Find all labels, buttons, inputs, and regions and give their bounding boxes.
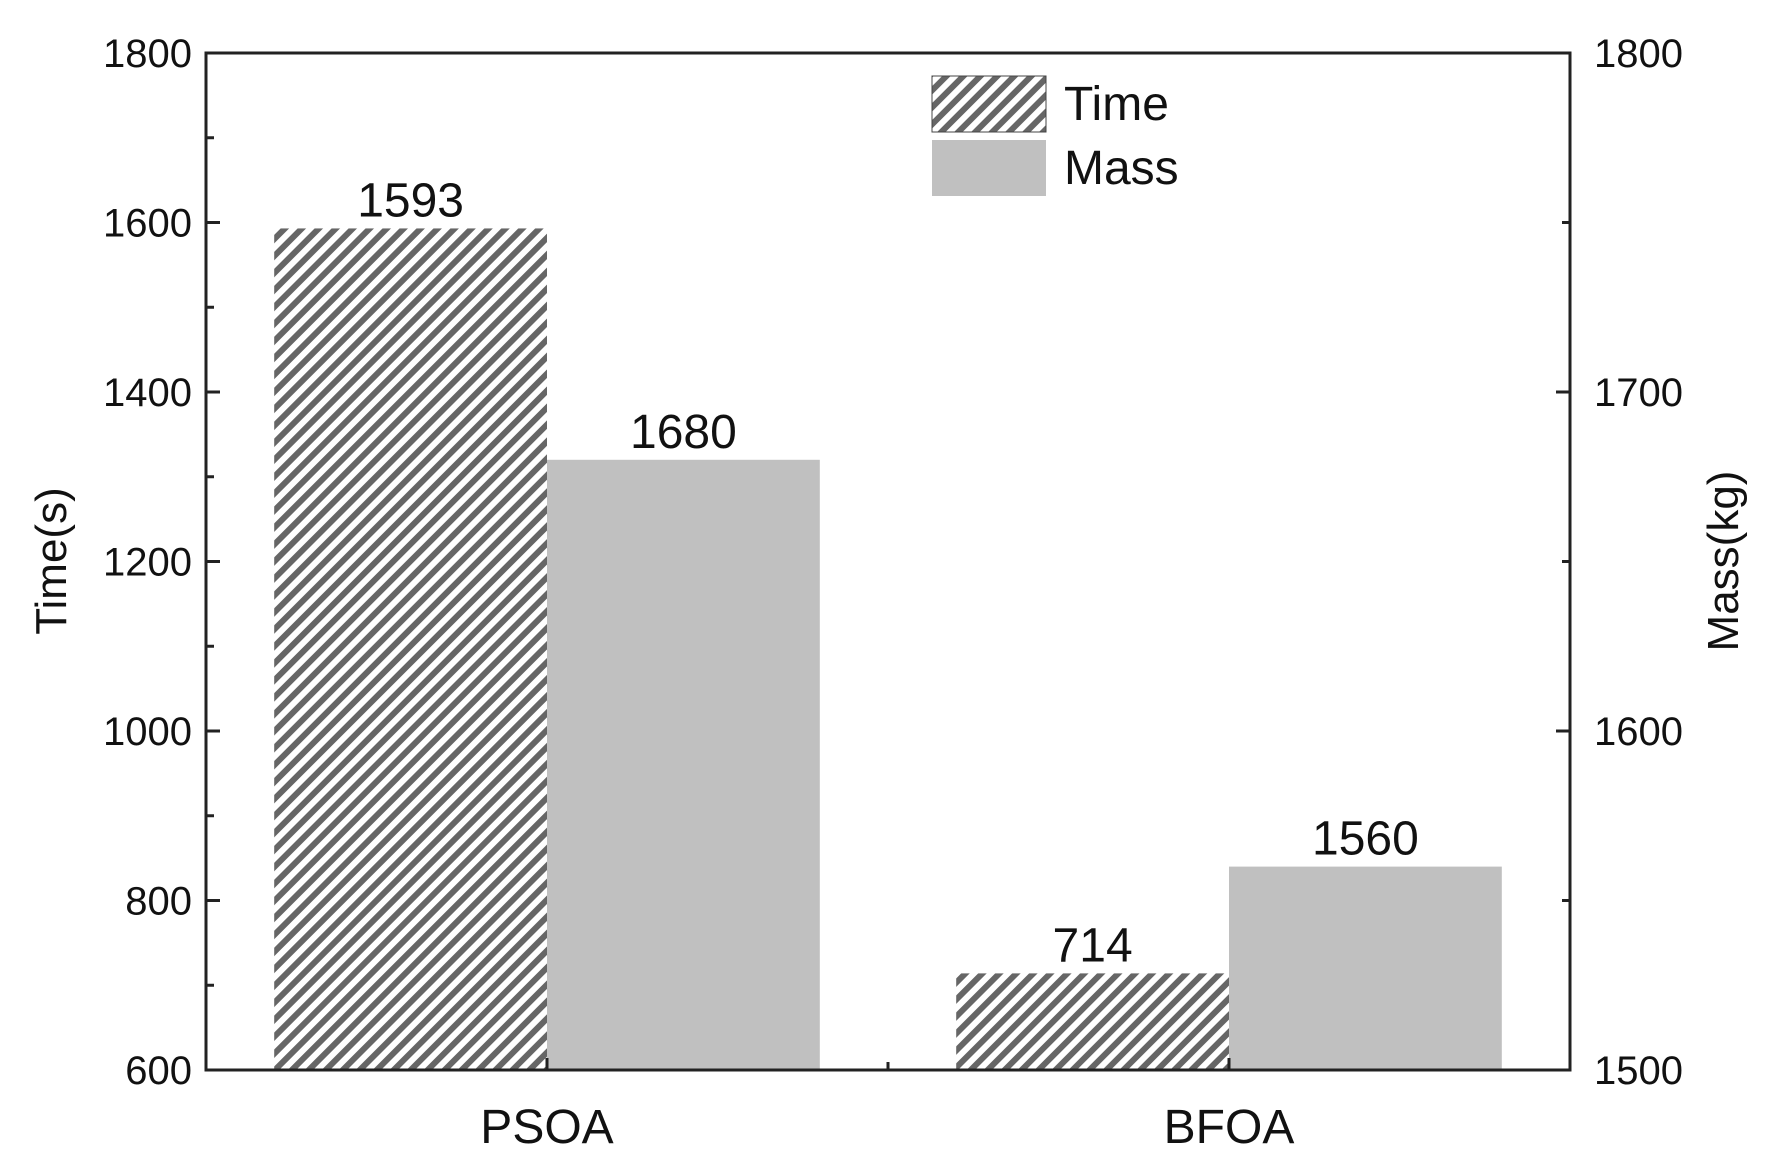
legend-swatch-time: [931, 75, 1047, 133]
right-tick-label: 1600: [1594, 710, 1683, 754]
right-tick-label: 1500: [1594, 1049, 1683, 1093]
left-tick-label: 1600: [103, 202, 192, 246]
x-axis: PSOA BFOA: [480, 1058, 1294, 1154]
legend-label-time: Time: [1064, 78, 1169, 131]
left-axis-title: Time(s): [27, 487, 76, 634]
legend-swatch-mass: [932, 140, 1046, 196]
bar-mass-bfoa: [1229, 866, 1502, 1070]
left-tick-label: 1800: [103, 32, 192, 76]
right-axis-title: Mass(kg): [1699, 471, 1748, 652]
data-label-time-psoa: 1593: [357, 174, 464, 227]
left-axis: 600 800 1000 1200 1400 1600 1800: [103, 32, 220, 1093]
left-tick-label: 1200: [103, 541, 192, 585]
left-tick-label: 1400: [103, 371, 192, 415]
data-labels: 1593 1680 714 1560: [357, 174, 1419, 972]
data-label-mass-bfoa: 1560: [1312, 813, 1419, 866]
x-category-label: BFOA: [1164, 1101, 1295, 1154]
bar-mass-psoa: [547, 459, 820, 1070]
bar-time-psoa: [274, 228, 547, 1070]
legend-label-mass: Mass: [1064, 142, 1179, 195]
left-tick-label: 800: [125, 880, 192, 924]
x-category-label: PSOA: [480, 1101, 613, 1154]
data-label-mass-psoa: 1680: [630, 406, 737, 459]
data-label-time-bfoa: 714: [1053, 919, 1133, 972]
right-tick-label: 1700: [1594, 371, 1683, 415]
left-tick-label: 1000: [103, 710, 192, 754]
legend: Time Mass: [931, 75, 1179, 196]
right-axis: 1500 1600 1700 1800: [1556, 32, 1683, 1093]
left-tick-label: 600: [125, 1049, 192, 1093]
bar-time-bfoa: [956, 973, 1229, 1070]
right-tick-label: 1800: [1594, 32, 1683, 76]
bars-layer: [274, 228, 1502, 1070]
